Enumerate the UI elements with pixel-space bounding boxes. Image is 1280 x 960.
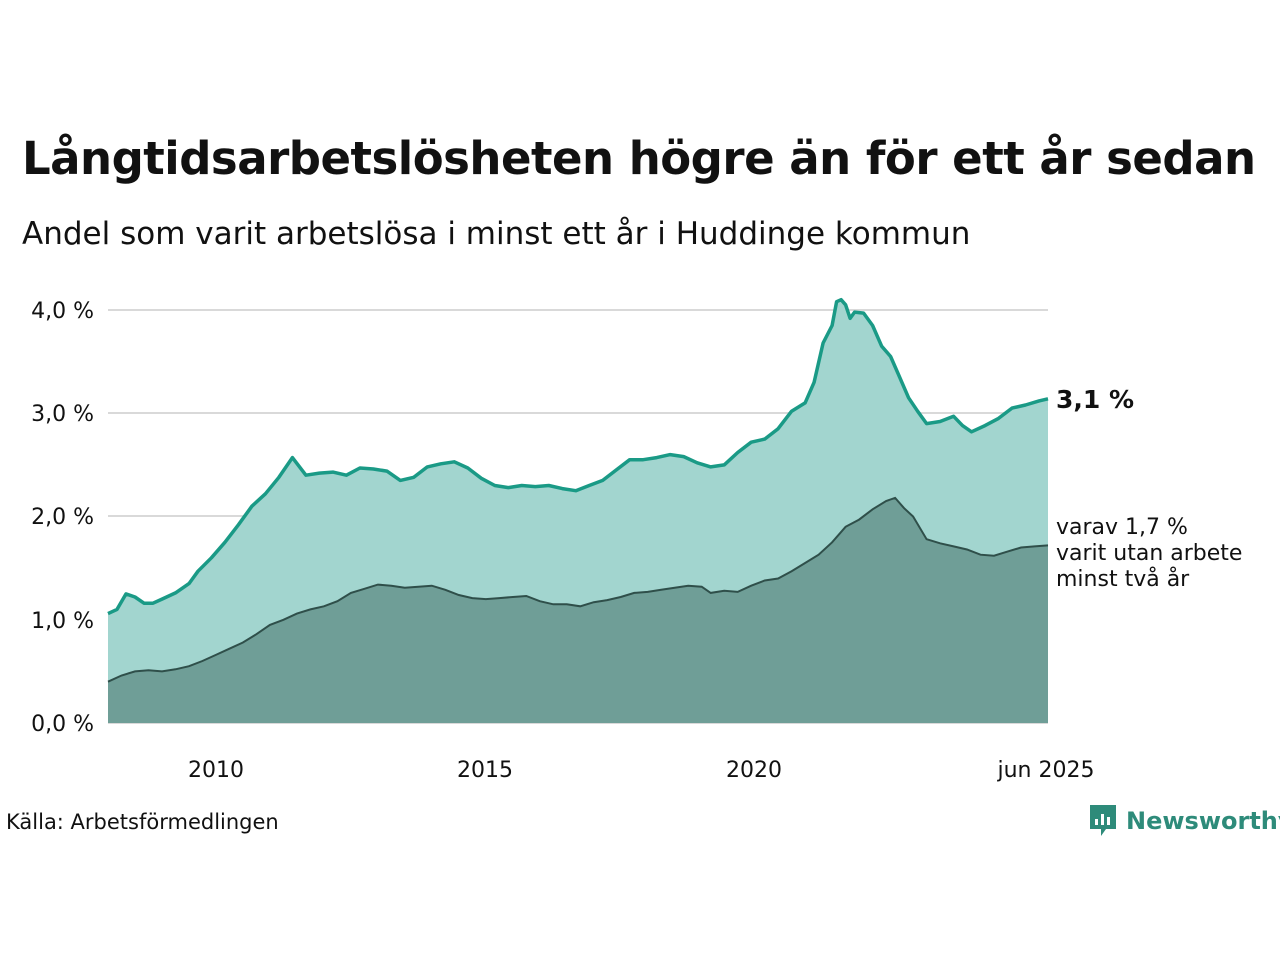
source-note: Källa: Arbetsförmedlingen xyxy=(6,810,279,834)
newsworthy-logo-icon xyxy=(1090,805,1116,836)
y-tick-label-2: 2,0 % xyxy=(31,505,94,530)
lower-label-line-1: varav 1,7 % xyxy=(1056,515,1188,540)
chart-title: Långtidsarbetslösheten högre än för ett … xyxy=(22,132,1256,185)
x-tick-label-3: jun 2025 xyxy=(997,758,1095,783)
lower-label-line-2: varit utan arbete xyxy=(1056,541,1242,566)
y-axis-ticks: 0,0 % 1,0 % 2,0 % 3,0 % 4,0 % xyxy=(31,299,94,737)
lower-label-line-3: minst två år xyxy=(1056,566,1190,592)
brand-name: Newsworthy xyxy=(1126,807,1280,835)
area-minst-tva-ar xyxy=(108,497,1048,723)
x-tick-label-2: 2020 xyxy=(726,758,782,783)
x-tick-label-1: 2015 xyxy=(457,758,513,783)
x-tick-label-0: 2010 xyxy=(188,758,244,783)
end-labels: 3,1 % varav 1,7 % varit utan arbete mins… xyxy=(1056,385,1242,592)
y-tick-label-4: 4,0 % xyxy=(31,299,94,324)
chart-subtitle: Andel som varit arbetslösa i minst ett å… xyxy=(22,216,971,252)
x-axis-ticks: 2010 2015 2020 jun 2025 xyxy=(188,758,1094,783)
brand-logo[interactable]: Newsworthy xyxy=(1088,803,1280,839)
upper-value-label: 3,1 % xyxy=(1056,385,1134,414)
line-minst-ett-ar xyxy=(107,297,1049,616)
y-tick-label-3: 3,0 % xyxy=(31,402,94,427)
line-minst-tva-ar xyxy=(107,496,1049,683)
y-tick-label-1: 1,0 % xyxy=(31,609,94,634)
y-tick-label-0: 0,0 % xyxy=(31,712,94,737)
